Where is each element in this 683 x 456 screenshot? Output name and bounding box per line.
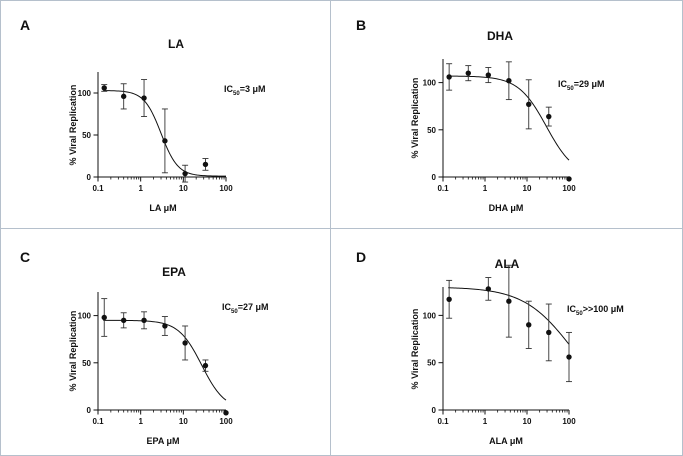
x-tick-label: 0.1 bbox=[92, 184, 104, 193]
y-tick-label: 0 bbox=[87, 406, 92, 415]
data-point bbox=[182, 340, 188, 346]
chart-title: ALA bbox=[495, 257, 520, 271]
x-tick-label: 1 bbox=[483, 184, 488, 193]
x-axis-label: ALA μM bbox=[489, 436, 523, 446]
y-tick-label: 0 bbox=[432, 173, 437, 182]
x-axis-label: LA μM bbox=[149, 203, 176, 213]
data-point bbox=[202, 362, 209, 369]
y-axis-label: % Viral Replication bbox=[68, 85, 78, 166]
data-point bbox=[566, 354, 572, 360]
data-point bbox=[202, 161, 209, 168]
data-point bbox=[526, 322, 532, 328]
chart-title: LA bbox=[168, 37, 184, 51]
y-tick-label: 100 bbox=[423, 79, 437, 88]
panel-letter: B bbox=[356, 17, 366, 33]
ic50-value: =29 μM bbox=[574, 79, 605, 89]
data-point bbox=[546, 113, 552, 120]
x-tick-label: 1 bbox=[138, 417, 143, 426]
data-point bbox=[223, 410, 229, 416]
data-point bbox=[465, 70, 471, 76]
x-tick-label: 10 bbox=[179, 417, 188, 426]
ic50-annotation: IC50>>100 μM bbox=[567, 304, 624, 317]
x-tick-label: 100 bbox=[562, 184, 576, 193]
data-point bbox=[162, 138, 168, 144]
ic50-subscript: 50 bbox=[576, 311, 583, 317]
ic50-annotation: IC50=29 μM bbox=[558, 79, 604, 92]
y-tick-label: 50 bbox=[427, 126, 436, 135]
y-axis-label: % Viral Replication bbox=[410, 309, 420, 390]
x-tick-label: 0.1 bbox=[437, 184, 449, 193]
data-point bbox=[101, 314, 107, 321]
x-tick-label: 100 bbox=[219, 184, 233, 193]
ic50-value: =27 μM bbox=[238, 302, 269, 312]
x-tick-label: 10 bbox=[523, 184, 532, 193]
data-point bbox=[485, 72, 492, 78]
data-point bbox=[141, 317, 147, 324]
ic50-annotation: IC50=3 μM bbox=[224, 84, 265, 97]
chart-title: DHA bbox=[487, 29, 513, 43]
y-tick-label: 50 bbox=[82, 131, 91, 140]
ic50-subscript: 50 bbox=[567, 86, 574, 92]
ic50-subscript: 50 bbox=[231, 309, 238, 315]
data-point bbox=[446, 296, 452, 302]
ic50-value: =3 μM bbox=[240, 84, 266, 94]
data-point bbox=[546, 329, 552, 336]
ic50-prefix: IC bbox=[558, 79, 568, 89]
ic50-subscript: 50 bbox=[233, 91, 240, 97]
x-tick-label: 10 bbox=[523, 417, 532, 426]
panel-letter: C bbox=[20, 249, 30, 265]
data-point bbox=[566, 176, 572, 182]
data-point bbox=[446, 74, 452, 80]
panel-letter: A bbox=[20, 17, 30, 33]
y-tick-label: 100 bbox=[423, 311, 437, 320]
y-axis-label: % Viral Replication bbox=[68, 311, 78, 392]
y-tick-label: 50 bbox=[82, 359, 91, 368]
x-tick-label: 0.1 bbox=[437, 417, 449, 426]
x-tick-label: 1 bbox=[483, 417, 488, 426]
data-point bbox=[526, 101, 532, 108]
chart-title: EPA bbox=[162, 265, 186, 279]
y-tick-label: 100 bbox=[78, 89, 92, 98]
data-point bbox=[485, 286, 492, 292]
x-tick-label: 0.1 bbox=[92, 417, 104, 426]
data-point bbox=[182, 170, 188, 177]
x-axis-label: DHA μM bbox=[489, 203, 524, 213]
data-point bbox=[101, 85, 107, 91]
y-tick-label: 0 bbox=[432, 406, 437, 415]
panel-letter: D bbox=[356, 249, 366, 265]
x-tick-label: 1 bbox=[138, 184, 143, 193]
x-tick-label: 100 bbox=[562, 417, 576, 426]
data-point bbox=[141, 95, 147, 101]
data-point bbox=[506, 78, 512, 84]
x-tick-label: 100 bbox=[219, 417, 233, 426]
data-point bbox=[120, 93, 127, 100]
y-tick-label: 100 bbox=[78, 312, 92, 321]
ic50-value: >>100 μM bbox=[583, 304, 624, 314]
x-axis-label: EPA μM bbox=[146, 436, 179, 446]
data-point bbox=[120, 317, 127, 324]
ic50-prefix: IC bbox=[224, 84, 234, 94]
ic50-annotation: IC50=27 μM bbox=[222, 302, 268, 315]
ic50-prefix: IC bbox=[222, 302, 232, 312]
x-tick-label: 10 bbox=[179, 184, 188, 193]
y-axis-label: % Viral Replication bbox=[410, 78, 420, 159]
ic50-prefix: IC bbox=[567, 304, 577, 314]
data-point bbox=[506, 298, 512, 304]
data-point bbox=[162, 323, 168, 329]
y-tick-label: 0 bbox=[87, 173, 92, 182]
y-tick-label: 50 bbox=[427, 359, 436, 368]
